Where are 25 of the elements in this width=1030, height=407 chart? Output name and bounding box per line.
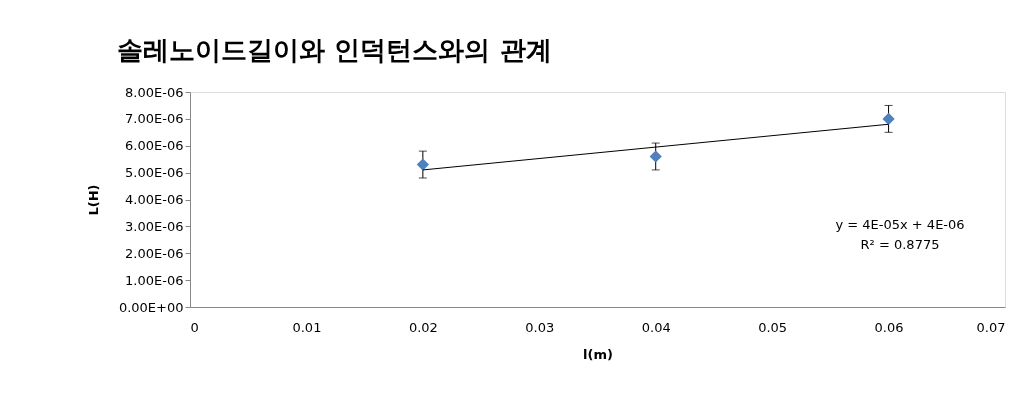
y-tick-label: 5.00E-06 [125,165,184,181]
point [882,112,895,125]
y-tick-label: 2.00E-06 [125,245,184,261]
y-tick-label: 7.00E-06 [125,111,184,127]
x-tick-label: 0.04 [641,319,671,335]
y-tick-label: 6.00E-06 [125,138,184,154]
point [649,150,662,163]
y-tick-label: 4.00E-06 [125,192,184,207]
point [416,158,429,171]
y-axis-title: L(H) [85,184,101,216]
y-tick-label: 0.00E+00 [118,299,184,315]
y-tick-label: 8.00E-06 [125,84,184,100]
x-tick-label: 0.02 [408,319,438,335]
x-tick-label: 0.03 [525,319,555,335]
x-axis-title: l(m) [583,346,613,362]
x-tick-label: 0 [190,319,199,335]
annotation: R² = 0.8775 [860,237,940,252]
annotation: y = 4E-05x + 4E-06 [835,217,965,232]
x-tick-label: 0.01 [292,319,322,335]
x-tick-label: 0.07 [976,319,1006,335]
x-tick-label: 0.06 [874,319,904,335]
y-tick-label: 1.00E-06 [125,272,184,288]
chart-title: 솔레노이드길이와 인덕턴스와의 관계 [117,35,552,65]
y-tick-label: 3.00E-06 [125,218,184,234]
x-tick-label: 0.05 [758,319,788,335]
